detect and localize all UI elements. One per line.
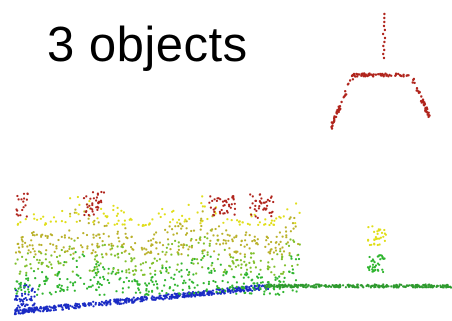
slide-title: 3 objects (47, 18, 248, 72)
